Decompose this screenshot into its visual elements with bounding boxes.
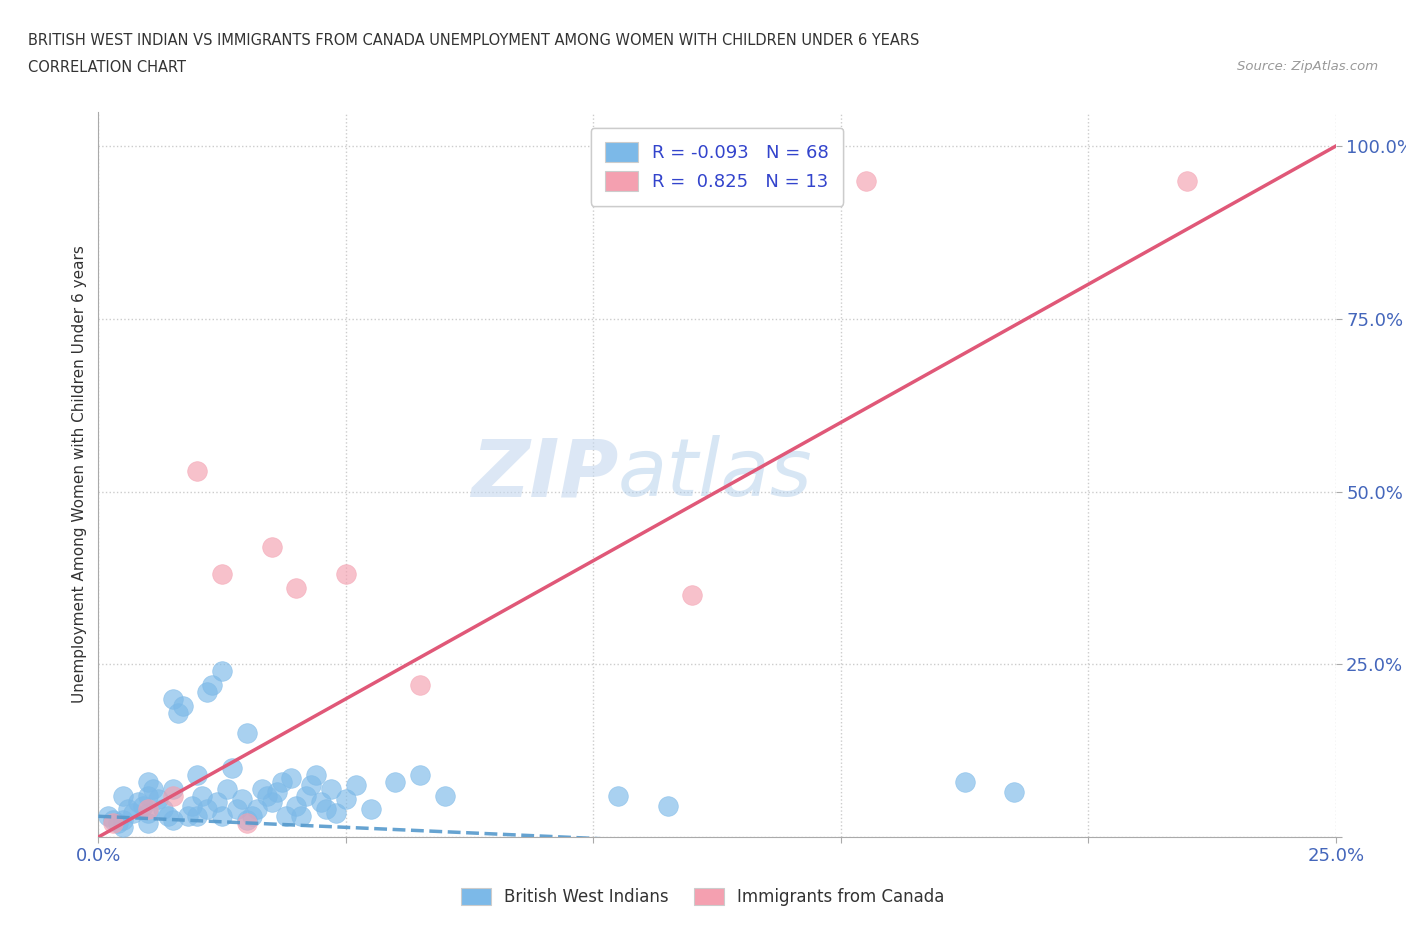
Text: CORRELATION CHART: CORRELATION CHART (28, 60, 186, 75)
Point (186, 463, 208, 478)
Point (191, 788, 214, 803)
Point (97, 809, 120, 824)
Point (221, 761, 243, 776)
Point (176, 809, 198, 824)
Point (152, 802, 174, 817)
Point (195, 684, 218, 699)
Legend: British West Indians, Immigrants from Canada: British West Indians, Immigrants from Ca… (454, 881, 952, 912)
Y-axis label: Unemployment Among Women with Children Under 6 years: Unemployment Among Women with Children U… (72, 246, 87, 703)
Point (305, 767, 328, 782)
Point (409, 767, 432, 782)
Point (195, 802, 218, 817)
Point (280, 771, 302, 786)
Text: atlas: atlas (619, 435, 813, 513)
Point (335, 791, 357, 806)
Point (953, 775, 976, 790)
Point (117, 802, 139, 817)
Point (1002, 785, 1025, 800)
Point (103, 812, 125, 827)
Point (112, 788, 135, 803)
Point (285, 581, 308, 596)
Point (236, 726, 259, 741)
Point (162, 812, 184, 827)
Point (112, 819, 135, 834)
Point (136, 788, 159, 803)
Point (315, 802, 337, 817)
Point (276, 809, 298, 824)
Point (136, 775, 159, 790)
Point (103, 816, 125, 830)
Point (162, 691, 184, 706)
Point (607, 788, 630, 803)
Point (166, 705, 188, 720)
Point (226, 802, 249, 817)
Point (236, 812, 259, 827)
Point (260, 539, 283, 554)
Point (162, 788, 184, 803)
Text: Source: ZipAtlas.com: Source: ZipAtlas.com (1237, 60, 1378, 73)
Point (201, 678, 224, 693)
Point (290, 809, 312, 824)
Point (309, 795, 332, 810)
Point (127, 795, 149, 810)
Point (384, 775, 406, 790)
Point (240, 809, 263, 824)
Point (205, 795, 228, 810)
Point (146, 791, 169, 806)
Point (681, 588, 703, 603)
Point (156, 809, 179, 824)
Text: ZIP: ZIP (471, 435, 619, 513)
Point (236, 816, 259, 830)
Point (855, 173, 877, 188)
Point (211, 567, 233, 582)
Point (136, 802, 159, 817)
Point (335, 567, 357, 582)
Point (132, 799, 155, 814)
Point (344, 777, 367, 792)
Point (186, 809, 208, 824)
Point (250, 781, 273, 796)
Point (319, 781, 342, 796)
Point (360, 802, 382, 817)
Point (107, 816, 129, 830)
Point (409, 678, 432, 693)
Point (211, 809, 233, 824)
Point (112, 812, 135, 827)
Point (299, 777, 322, 792)
Point (186, 767, 208, 782)
Point (1175, 173, 1198, 188)
Point (162, 781, 184, 796)
Point (295, 788, 318, 803)
Legend: R = -0.093   N = 68, R =  0.825   N = 13: R = -0.093 N = 68, R = 0.825 N = 13 (591, 128, 844, 206)
Point (136, 816, 159, 830)
Point (325, 805, 347, 820)
Point (136, 805, 159, 820)
Point (256, 788, 278, 803)
Point (266, 785, 288, 800)
Point (657, 799, 679, 814)
Text: BRITISH WEST INDIAN VS IMMIGRANTS FROM CANADA UNEMPLOYMENT AMONG WOMEN WITH CHIL: BRITISH WEST INDIAN VS IMMIGRANTS FROM C… (28, 33, 920, 47)
Point (285, 799, 308, 814)
Point (142, 781, 165, 796)
Point (217, 781, 239, 796)
Point (181, 799, 204, 814)
Point (172, 698, 194, 713)
Point (270, 775, 292, 790)
Point (246, 802, 269, 817)
Point (122, 805, 145, 820)
Point (260, 795, 283, 810)
Point (211, 664, 233, 679)
Point (433, 788, 456, 803)
Point (231, 791, 253, 806)
